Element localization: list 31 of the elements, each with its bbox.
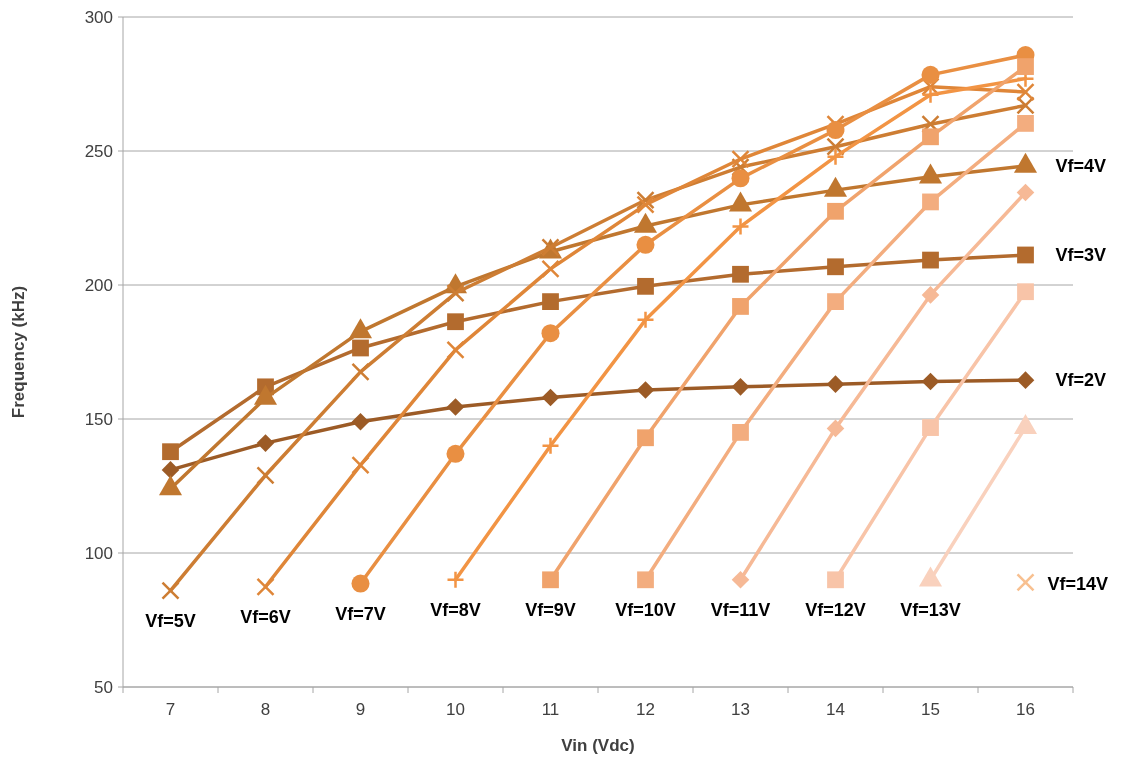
y-tick-label: 150 [84,409,113,429]
series-label: Vf=7V [335,603,386,624]
series-label: Vf=4V [1055,156,1107,177]
x-tick-label: 10 [446,700,465,719]
x-tick-label: 7 [165,700,176,719]
legend-label: Vf=14V [1047,574,1109,595]
series-label: Vf=8V [430,599,481,620]
x-tick-label: 15 [921,700,940,719]
series-label: Vf=6V [240,606,291,627]
x-tick-label: 14 [826,700,845,719]
y-tick-label: 50 [94,677,113,697]
y-tick-label: 100 [84,543,113,563]
series-label: Vf=10V [615,599,676,620]
x-tick-label: 16 [1016,700,1035,719]
y-axis-title: Frequency (kHz) [9,285,28,419]
series-label: Vf=13V [900,599,961,620]
x-tick-label: 11 [541,700,560,719]
series-label: Vf=2V [1055,370,1107,391]
x-axis-title: Vin (Vdc) [561,736,635,755]
series-label: Vf=11V [710,599,771,620]
series-label: Vf=5V [145,610,196,631]
y-tick-label: 250 [84,141,113,161]
x-tick-label: 8 [260,700,271,719]
x-tick-label: 13 [731,700,750,719]
y-tick-label: 200 [84,275,113,295]
series-label: Vf=3V [1055,244,1107,265]
x-tick-label: 9 [355,700,366,719]
x-tick-label: 12 [636,700,655,719]
y-tick-label: 300 [84,7,113,27]
series-label: Vf=12V [805,599,866,620]
series-label: Vf=9V [525,599,576,620]
